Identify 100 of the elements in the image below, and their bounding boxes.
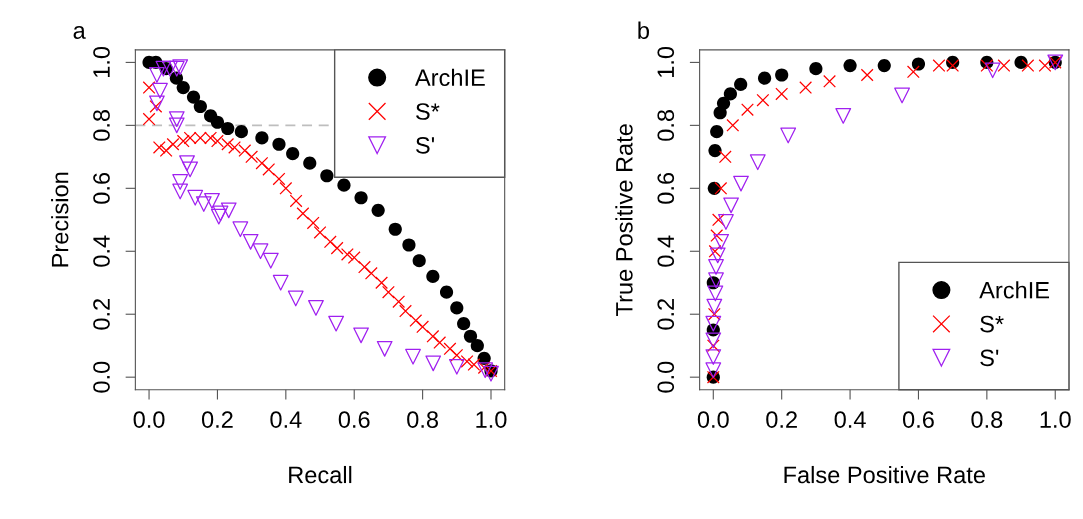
point — [204, 193, 220, 209]
legend-label: S' — [980, 349, 999, 367]
point — [176, 81, 190, 95]
point — [708, 272, 724, 289]
point — [723, 87, 737, 101]
point — [749, 154, 766, 171]
point — [707, 285, 724, 302]
point — [388, 222, 402, 236]
y-tick-label: 0.8 — [93, 109, 110, 141]
point — [287, 290, 304, 307]
y-tick-label: 0.0 — [93, 361, 110, 393]
point — [381, 285, 395, 299]
point — [835, 108, 852, 124]
point — [710, 229, 724, 242]
x-tick-label: 0.0 — [697, 411, 729, 428]
point — [756, 93, 770, 107]
point — [371, 203, 385, 217]
legend-label: S* — [416, 103, 440, 120]
point — [402, 238, 416, 252]
point — [159, 144, 173, 157]
point — [443, 342, 457, 356]
point — [168, 60, 185, 77]
point — [328, 315, 345, 332]
point — [162, 60, 178, 77]
point — [705, 362, 722, 379]
chart-title: a — [73, 26, 86, 39]
point — [255, 131, 269, 145]
point — [775, 87, 789, 101]
x-tick-label: 0.4 — [834, 411, 866, 428]
point — [193, 99, 207, 114]
point — [809, 62, 823, 76]
point — [168, 117, 185, 134]
y-tick-label: 0.4 — [93, 235, 110, 267]
point — [228, 140, 241, 154]
point — [155, 60, 172, 77]
point — [911, 57, 926, 71]
point — [252, 243, 269, 260]
point — [308, 300, 324, 316]
point — [716, 96, 731, 110]
point — [142, 81, 156, 95]
point — [289, 194, 303, 208]
point — [894, 87, 910, 104]
point — [238, 144, 252, 157]
legend-label: S' — [416, 136, 434, 154]
legend-label: ArchIE — [414, 68, 485, 87]
point — [984, 62, 1001, 79]
point — [399, 304, 412, 318]
point — [262, 162, 276, 176]
point — [713, 233, 730, 250]
point — [375, 276, 389, 290]
point — [860, 68, 874, 82]
point — [708, 244, 722, 258]
point — [347, 251, 361, 265]
point — [176, 134, 190, 148]
point — [477, 361, 491, 375]
point — [405, 348, 421, 365]
point — [467, 358, 481, 372]
y-axis-title: Precision — [51, 172, 69, 267]
point — [1014, 55, 1028, 69]
point — [232, 221, 249, 238]
point — [255, 156, 269, 170]
y-tick-label: 0.4 — [657, 235, 675, 267]
point — [172, 174, 189, 190]
point — [272, 172, 286, 186]
point — [705, 315, 722, 332]
point — [980, 59, 994, 72]
legend-label: S* — [980, 315, 1004, 333]
x-tick-label: 0.2 — [766, 411, 797, 428]
point — [221, 137, 235, 151]
point — [425, 355, 442, 372]
point — [210, 115, 225, 129]
point — [726, 118, 740, 132]
point — [705, 332, 722, 349]
point — [149, 95, 165, 112]
point — [303, 156, 317, 170]
x-tick-label: 0.0 — [133, 411, 165, 428]
point — [272, 137, 286, 151]
legend-label: ArchIE — [979, 281, 1050, 299]
point — [172, 183, 189, 200]
point — [706, 298, 723, 315]
point — [448, 358, 465, 375]
point — [245, 150, 259, 164]
point — [706, 339, 720, 353]
x-axis-title: False Positive Rate — [784, 465, 985, 484]
point — [758, 71, 772, 85]
point — [714, 181, 728, 195]
point — [320, 169, 334, 183]
point — [1021, 59, 1035, 72]
point — [409, 314, 423, 327]
point — [353, 327, 369, 344]
point — [470, 339, 484, 353]
point — [186, 90, 201, 104]
point — [221, 121, 235, 136]
point — [877, 58, 891, 73]
y-tick-label: 1.0 — [657, 46, 675, 78]
point — [710, 125, 724, 139]
point — [323, 235, 337, 249]
x-tick-label: 0.6 — [338, 411, 370, 428]
point — [182, 161, 198, 178]
point — [997, 59, 1011, 72]
